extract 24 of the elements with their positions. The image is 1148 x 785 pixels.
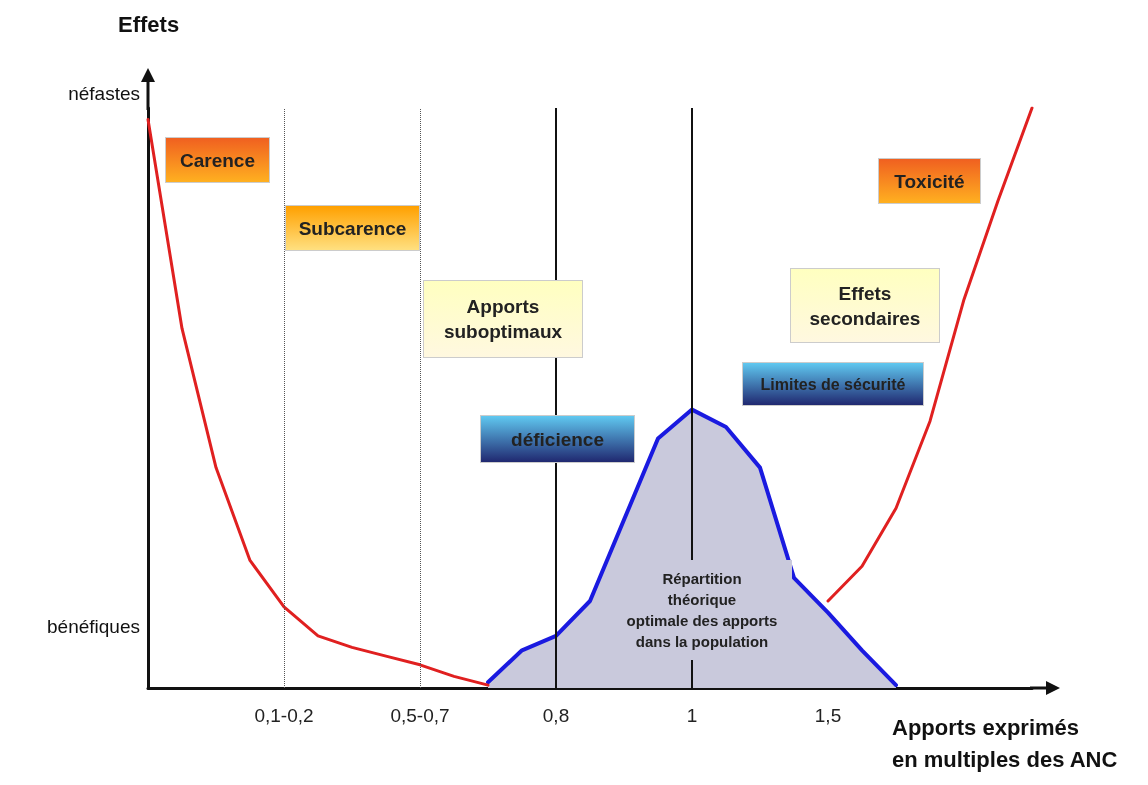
annotation: Toxicité — [894, 169, 965, 194]
label-box: Apports suboptimaux — [423, 280, 583, 358]
label-box: Subcarence — [285, 205, 420, 251]
label-box: Carence — [165, 137, 270, 183]
label-box: Effets secondaires — [790, 268, 940, 343]
label-box: Limites de sécurité — [742, 362, 924, 406]
annotation: Subcarence — [298, 216, 407, 241]
x-tick-label: 1,5 — [814, 705, 842, 726]
annotation: déficience — [511, 427, 604, 452]
annotation: Limites de sécurité — [760, 374, 906, 395]
annotation: Effets secondaires — [809, 281, 921, 331]
x-tick-label: 1 — [686, 705, 698, 726]
annotation: Apports suboptimaux — [443, 295, 563, 344]
x-axis-title: Apports exprimés en multiples des ANC — [892, 714, 1118, 774]
x-tick-label: 0,5-0,7 — [390, 705, 450, 726]
x-tick-label: 0,8 — [542, 705, 570, 726]
annotation: Carence — [180, 148, 255, 173]
label-box: déficience — [480, 415, 635, 463]
annotation: Répartition théorique optimale des apports dans la population — [626, 569, 778, 652]
text: néfastes — [68, 83, 140, 105]
y-axis-title: Effets — [118, 12, 180, 38]
text: bénéfiques — [47, 616, 140, 638]
x-tick-label: 0,1-0,2 — [254, 705, 314, 726]
label-box: Toxicité — [878, 158, 981, 204]
